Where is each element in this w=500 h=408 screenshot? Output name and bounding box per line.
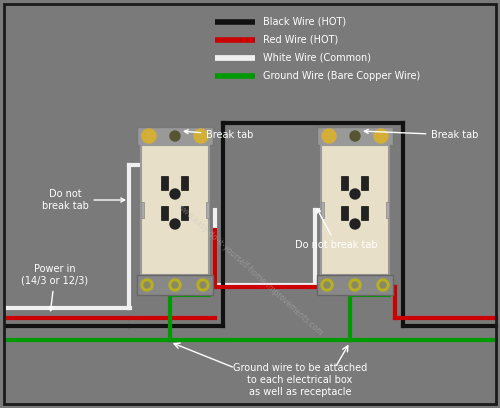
Circle shape: [144, 282, 150, 288]
Bar: [361, 206, 368, 220]
Text: Red Wire (HOT): Red Wire (HOT): [263, 35, 338, 45]
Circle shape: [380, 282, 386, 288]
Circle shape: [350, 219, 360, 229]
Circle shape: [142, 129, 156, 143]
Text: Power in
(14/3 or 12/3): Power in (14/3 or 12/3): [22, 264, 88, 311]
Circle shape: [322, 129, 336, 143]
Bar: [386, 202, 389, 218]
Circle shape: [170, 219, 180, 229]
Circle shape: [197, 279, 209, 291]
Bar: [181, 176, 188, 190]
Bar: [181, 206, 188, 220]
Circle shape: [349, 279, 361, 291]
Bar: [161, 206, 168, 220]
Bar: [317, 127, 393, 145]
Bar: [137, 275, 213, 295]
Bar: [321, 145, 389, 275]
Bar: [321, 202, 324, 218]
Bar: [341, 176, 348, 190]
Bar: [141, 202, 144, 218]
Text: Black Wire (HOT): Black Wire (HOT): [263, 17, 346, 27]
Circle shape: [377, 279, 389, 291]
Circle shape: [321, 279, 333, 291]
Circle shape: [170, 189, 180, 199]
Bar: [161, 176, 168, 190]
Text: Break tab: Break tab: [364, 129, 478, 140]
Bar: [137, 127, 213, 145]
Text: Break tab: Break tab: [184, 130, 254, 140]
Text: Do not break tab: Do not break tab: [295, 209, 378, 250]
Bar: [361, 176, 368, 190]
Bar: [317, 275, 393, 295]
Circle shape: [141, 279, 153, 291]
Text: Do not
break tab: Do not break tab: [42, 189, 124, 211]
Circle shape: [170, 131, 180, 141]
Text: Ground wire to be attached
to each electrical box
as well as receptacle: Ground wire to be attached to each elect…: [233, 364, 367, 397]
Circle shape: [350, 131, 360, 141]
Circle shape: [200, 282, 206, 288]
Bar: [206, 202, 209, 218]
Bar: [341, 206, 348, 220]
Circle shape: [350, 189, 360, 199]
Text: www.easy-do-it-yourself-home-improvements.com: www.easy-do-it-yourself-home-improvement…: [176, 202, 324, 338]
Bar: [141, 145, 209, 275]
Circle shape: [194, 129, 208, 143]
Circle shape: [374, 129, 388, 143]
Circle shape: [352, 282, 358, 288]
Circle shape: [169, 279, 181, 291]
Circle shape: [324, 282, 330, 288]
Text: White Wire (Common): White Wire (Common): [263, 53, 371, 63]
Circle shape: [172, 282, 178, 288]
Text: Ground Wire (Bare Copper Wire): Ground Wire (Bare Copper Wire): [263, 71, 420, 81]
